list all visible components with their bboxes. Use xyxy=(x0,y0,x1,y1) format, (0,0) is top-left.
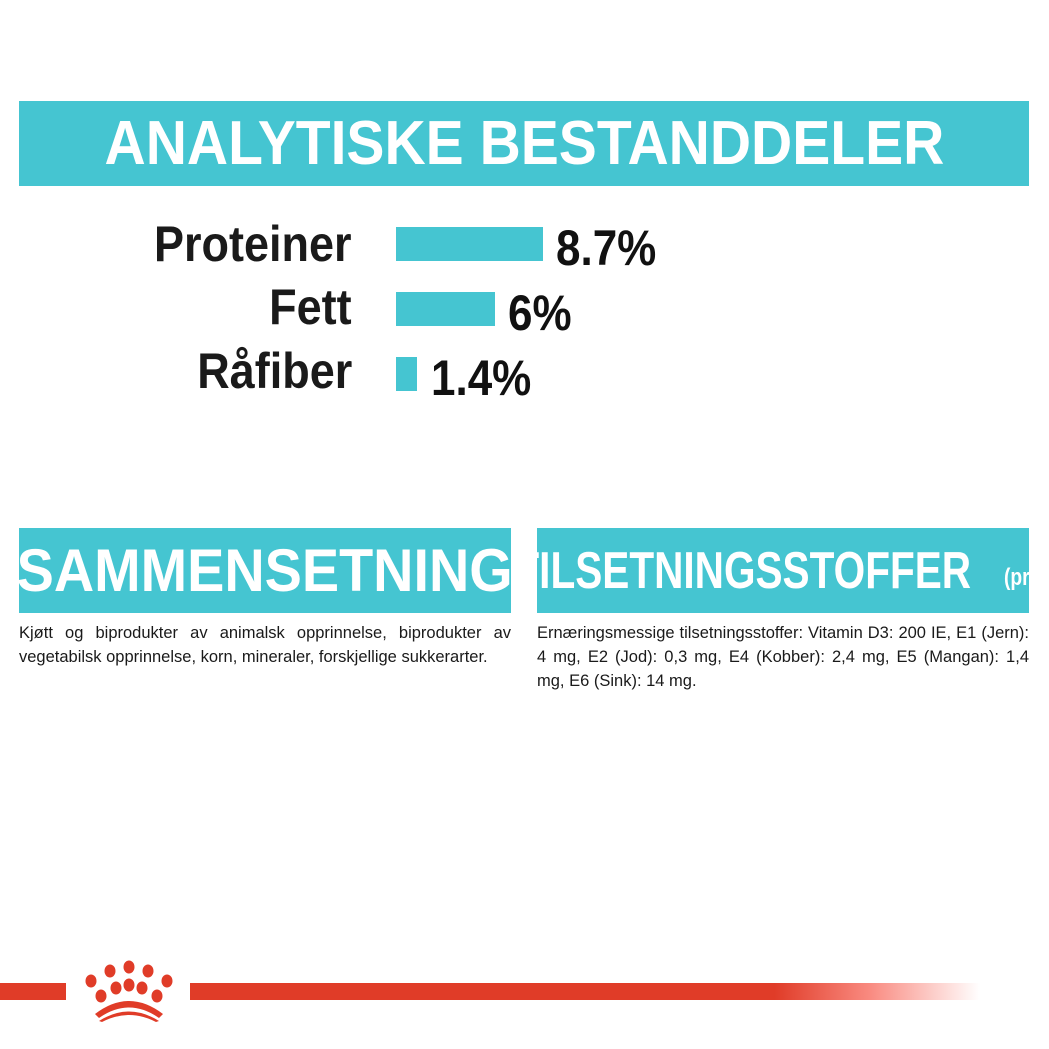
nutrient-value-protein: 8.7% xyxy=(556,220,657,276)
nutrient-bar-protein xyxy=(396,227,543,261)
composition-title: SAMMENSETNING xyxy=(19,537,511,604)
analytical-constituents-header: ANALYTISKE BESTANDDELER xyxy=(19,101,1029,186)
nutrient-label-fat: Fett xyxy=(269,279,352,335)
nutrient-label-fiber: Råfiber xyxy=(196,343,352,399)
brand-stripe-right xyxy=(190,983,980,1000)
nutrient-label-protein: Proteiner xyxy=(154,216,352,272)
header-title: ANALYTISKE BESTANDDELER xyxy=(104,109,944,178)
additives-header: TILSETNINGSSTOFFER (pr. kg) xyxy=(537,528,1029,613)
royal-canin-crown-icon xyxy=(85,960,173,1022)
additives-title: TILSETNINGSSTOFFER xyxy=(537,541,972,600)
composition-text: Kjøtt og biprodukter av animalsk opprinn… xyxy=(19,624,511,666)
nutrient-bar-fat xyxy=(396,292,495,326)
composition-header: SAMMENSETNING xyxy=(19,528,511,613)
nutrient-value-fat: 6% xyxy=(508,285,572,341)
brand-stripe-left xyxy=(0,983,66,1000)
additives-text: Ernæringsmessige tilsetningsstoffer: Vit… xyxy=(537,624,1029,690)
nutrient-value-fiber: 1.4% xyxy=(431,350,532,406)
additives-subtitle: (pr. kg) xyxy=(1003,563,1029,591)
nutrient-bar-fiber xyxy=(396,357,417,391)
